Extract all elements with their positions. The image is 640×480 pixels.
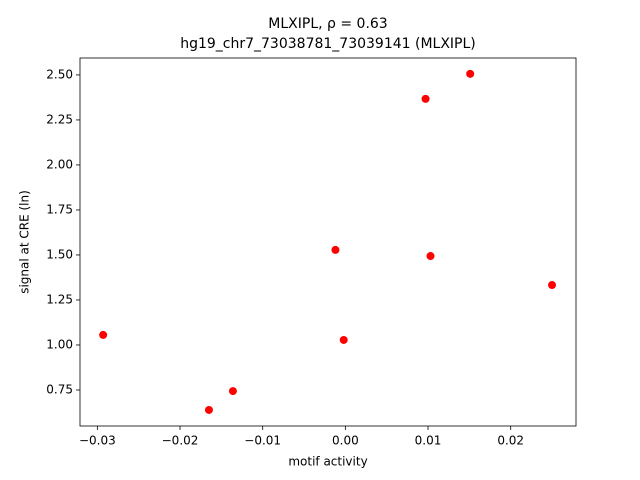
point <box>466 69 475 78</box>
point <box>204 405 213 414</box>
y-tick-label: 1.75 <box>46 202 73 216</box>
y-tick-label: 0.75 <box>46 382 73 396</box>
y-tick-label: 1.00 <box>46 337 73 351</box>
y-tick-label: 1.50 <box>46 247 73 261</box>
y-tick-label: 2.00 <box>46 157 73 171</box>
x-tick-label: −0.01 <box>244 434 281 448</box>
x-axis-label: motif activity <box>288 455 367 469</box>
plot-frame <box>79 57 577 427</box>
point <box>339 335 348 344</box>
y-tick-label: 2.25 <box>46 112 73 126</box>
point <box>421 94 430 103</box>
point <box>228 387 237 396</box>
point <box>426 252 435 261</box>
x-tick-label: −0.02 <box>162 434 199 448</box>
y-axis-label: signal at CRE (ln) <box>18 190 32 294</box>
point <box>331 245 340 254</box>
y-tick-label: 1.25 <box>46 292 73 306</box>
x-tick-label: 0.00 <box>332 434 359 448</box>
x-tick-label: 0.01 <box>415 434 442 448</box>
chart-title: MLXIPL, ρ = 0.63 <box>268 16 387 32</box>
point <box>99 330 108 339</box>
x-tick-label: 0.02 <box>497 434 524 448</box>
y-tick-label: 2.50 <box>46 67 73 81</box>
x-tick-label: −0.03 <box>79 434 116 448</box>
chart-subtitle: hg19_chr7_73038781_73039141 (MLXIPL) <box>180 36 476 52</box>
point <box>548 281 557 290</box>
